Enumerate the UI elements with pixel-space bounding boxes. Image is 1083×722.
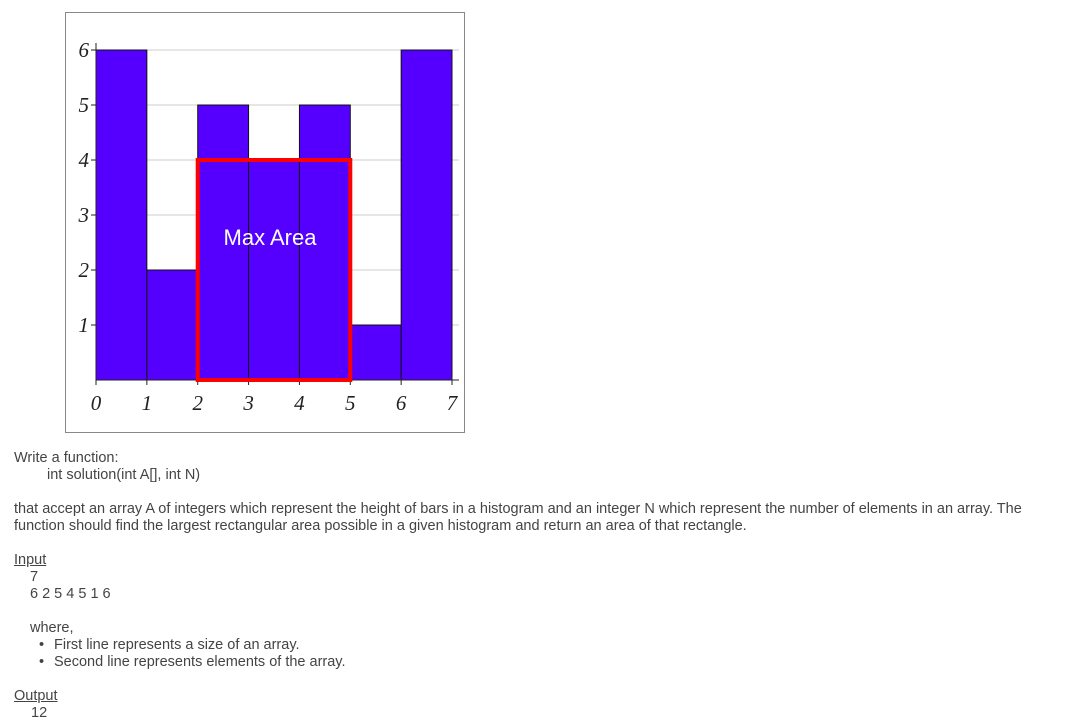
max-area-highlight [195,158,353,382]
y-tick-label: 4 [79,148,90,172]
x-tick-label: 2 [192,391,203,415]
bar [146,269,199,381]
input-line: 6 2 5 4 5 1 6 [30,586,111,602]
note: Second line represents elements of the a… [39,654,345,671]
output-line: 12 [31,705,48,721]
x-tick-label: 3 [242,391,254,415]
annotation: Max Area [224,225,318,250]
x-tick-label: 6 [396,391,407,415]
bar [298,104,351,381]
x-tick-label: 0 [91,391,102,415]
y-tick-label: 6 [79,38,90,62]
y-tick-label: 5 [79,93,90,117]
note: First line represents a size of an array… [39,637,346,654]
bar [197,104,250,381]
notes: First line represents a size of an array… [39,637,346,671]
bar [95,49,148,381]
y-tick-label: 3 [78,203,90,227]
bar [400,49,453,381]
x-tick-label: 1 [142,391,153,415]
output-heading: Output [14,688,58,704]
bar [248,159,300,381]
histogram-figure: 1 2 3 4 5 6 0 1 2 3 4 5 6 7 Max Area [65,12,465,433]
x-tick-label: 7 [447,391,459,415]
description: that accept an array A of integers which… [14,501,1022,534]
intro: Write a function: [14,450,119,466]
bar [349,324,402,381]
signature: int solution(int A[], int N) [47,467,201,483]
input-line: 7 [30,569,39,585]
x-tick-label: 4 [294,391,305,415]
y-tick-label: 2 [79,258,90,282]
y-tick-label: 1 [79,313,90,337]
x-tick-label: 5 [345,391,356,415]
input-heading: Input [14,552,47,568]
where: where, [30,620,74,636]
